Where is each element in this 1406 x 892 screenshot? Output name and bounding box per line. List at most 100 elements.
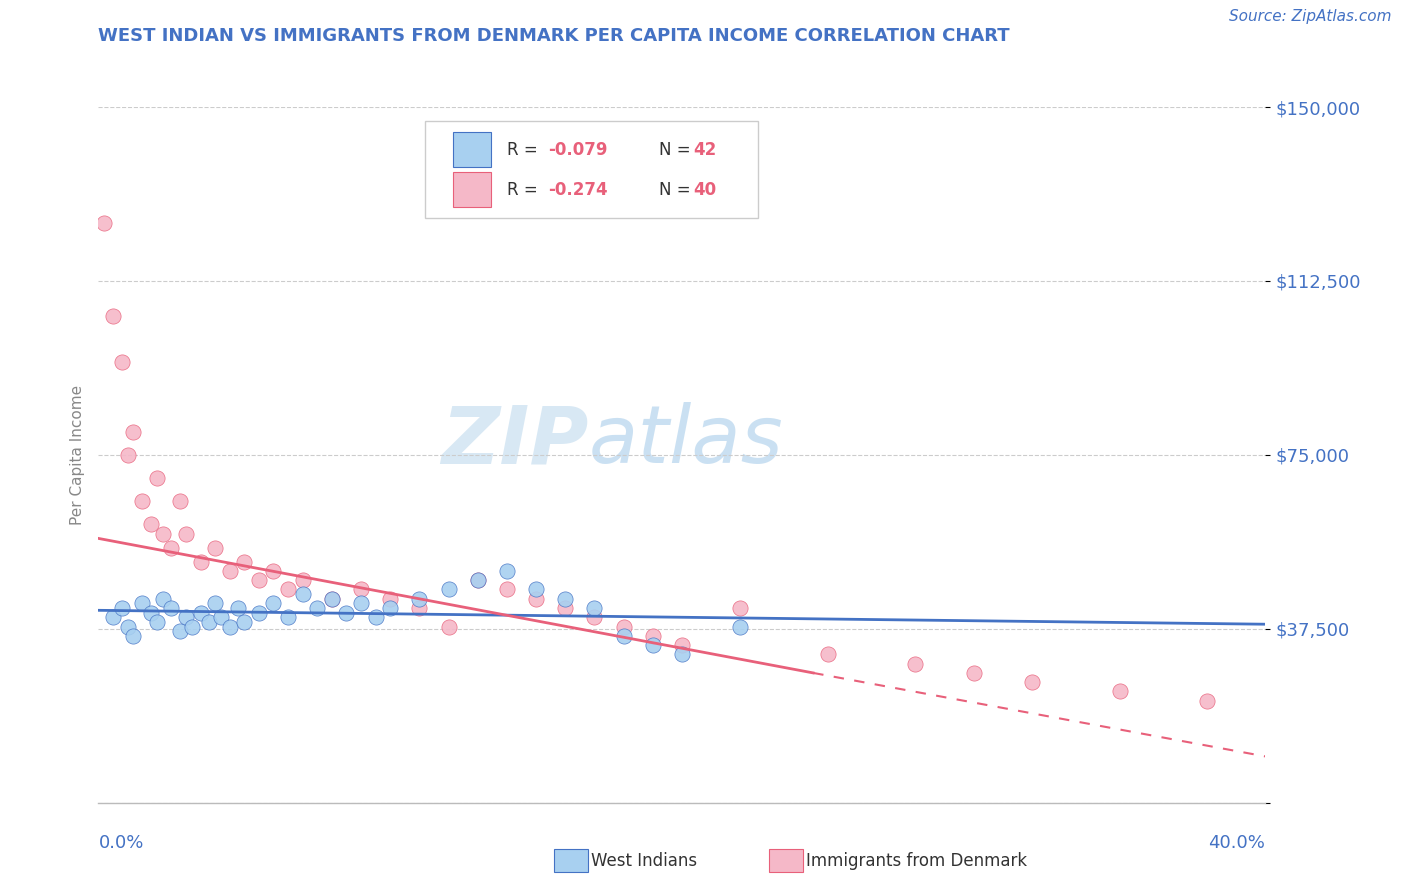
Text: WEST INDIAN VS IMMIGRANTS FROM DENMARK PER CAPITA INCOME CORRELATION CHART: WEST INDIAN VS IMMIGRANTS FROM DENMARK P… — [98, 27, 1010, 45]
Text: Immigrants from Denmark: Immigrants from Denmark — [806, 852, 1026, 870]
Point — [204, 596, 226, 610]
Point — [408, 601, 430, 615]
Point — [180, 619, 202, 633]
Text: atlas: atlas — [589, 402, 783, 480]
Y-axis label: Per Capita Income: Per Capita Income — [69, 384, 84, 525]
Point — [190, 555, 212, 569]
Text: ZIP: ZIP — [441, 402, 589, 480]
Point — [641, 638, 664, 652]
Point — [350, 596, 373, 610]
Point — [321, 591, 343, 606]
Point — [1108, 684, 1130, 698]
Point — [233, 615, 256, 629]
Point — [139, 517, 162, 532]
Point — [247, 606, 270, 620]
Point — [233, 555, 256, 569]
Point — [378, 601, 402, 615]
Point — [160, 601, 183, 615]
Text: Source: ZipAtlas.com: Source: ZipAtlas.com — [1229, 9, 1392, 24]
Point — [160, 541, 183, 555]
Point — [641, 629, 664, 643]
Point — [277, 610, 299, 624]
Text: R =: R = — [506, 141, 543, 159]
Point — [198, 615, 221, 629]
Point — [152, 526, 174, 541]
FancyBboxPatch shape — [425, 121, 758, 219]
Point — [612, 619, 634, 633]
Point — [904, 657, 927, 671]
Text: -0.079: -0.079 — [548, 141, 607, 159]
Point — [174, 610, 197, 624]
Point — [117, 448, 139, 462]
Point — [169, 624, 191, 639]
Point — [146, 471, 169, 485]
Text: 0.0%: 0.0% — [98, 834, 143, 852]
Point — [93, 216, 115, 230]
Point — [307, 601, 329, 615]
Point — [262, 596, 284, 610]
Point — [131, 596, 153, 610]
Point — [111, 355, 134, 369]
Text: R =: R = — [506, 180, 543, 199]
Point — [209, 610, 232, 624]
Text: 42: 42 — [693, 141, 717, 159]
Text: 40.0%: 40.0% — [1209, 834, 1265, 852]
FancyBboxPatch shape — [453, 172, 491, 207]
Point — [190, 606, 212, 620]
Point — [1021, 675, 1043, 690]
Point — [291, 573, 314, 587]
Point — [174, 526, 197, 541]
Point — [495, 582, 517, 597]
Point — [122, 425, 145, 439]
Text: West Indians: West Indians — [591, 852, 696, 870]
Point — [111, 601, 134, 615]
Point — [350, 582, 373, 597]
Point — [962, 665, 984, 680]
Point — [146, 615, 169, 629]
Point — [122, 629, 145, 643]
Point — [277, 582, 299, 597]
Point — [228, 601, 250, 615]
Point — [218, 564, 240, 578]
Point — [139, 606, 162, 620]
Point — [1195, 694, 1218, 708]
Text: -0.274: -0.274 — [548, 180, 607, 199]
Point — [291, 587, 314, 601]
Point — [467, 573, 489, 587]
Text: 40: 40 — [693, 180, 717, 199]
Point — [101, 610, 124, 624]
FancyBboxPatch shape — [453, 132, 491, 167]
Text: N =: N = — [658, 141, 696, 159]
Point — [437, 619, 460, 633]
Point — [169, 494, 191, 508]
Point — [408, 591, 430, 606]
Point — [524, 582, 547, 597]
Point — [583, 601, 606, 615]
Point — [152, 591, 174, 606]
Point — [671, 648, 693, 662]
Point — [437, 582, 460, 597]
Point — [671, 638, 693, 652]
Point — [204, 541, 226, 555]
Text: N =: N = — [658, 180, 696, 199]
Point — [467, 573, 489, 587]
Point — [583, 610, 606, 624]
Point — [524, 591, 547, 606]
Point — [378, 591, 402, 606]
Point — [101, 309, 124, 323]
Point — [554, 591, 576, 606]
Point — [728, 601, 751, 615]
Point — [247, 573, 270, 587]
Point — [131, 494, 153, 508]
Point — [495, 564, 517, 578]
Point — [554, 601, 576, 615]
Point — [612, 629, 634, 643]
Point — [321, 591, 343, 606]
Point — [364, 610, 387, 624]
Point — [728, 619, 751, 633]
Point — [817, 648, 839, 662]
Point — [218, 619, 240, 633]
Point — [117, 619, 139, 633]
Point — [262, 564, 284, 578]
Point — [335, 606, 357, 620]
